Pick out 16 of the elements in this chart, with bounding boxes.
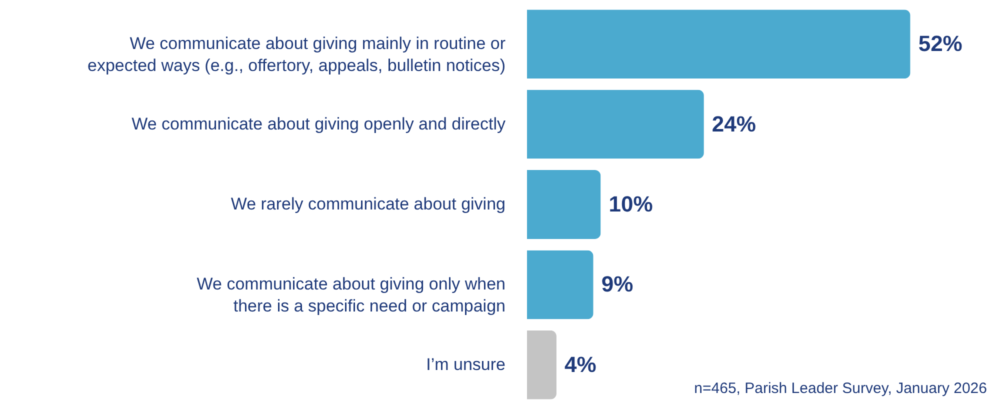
bar — [527, 90, 704, 159]
annotation: n=465, Parish Leader Survey, January 2026 — [694, 380, 987, 397]
bar — [527, 330, 556, 400]
data-label: 10% — [608, 192, 653, 216]
data-label: 52% — [918, 31, 962, 56]
bar — [527, 10, 910, 79]
y-tick-label: We communicate about giving openly and directly — [132, 114, 506, 134]
data-label: 9% — [601, 272, 634, 297]
y-tick-label: We communicate about giving only when there is a specific need or campaign — [196, 274, 506, 316]
data-label: 4% — [564, 352, 596, 377]
y-tick-label: We rarely communicate about giving — [230, 194, 506, 214]
data-label: 24% — [712, 111, 756, 136]
y-tick-label: We communicate about giving mainly in routine or expected ways (e.g., offertory, appeals, bulletin notices) — [88, 34, 506, 76]
bar — [527, 250, 594, 320]
bar — [527, 170, 601, 239]
y-tick-label: I’m unsure — [426, 354, 506, 374]
